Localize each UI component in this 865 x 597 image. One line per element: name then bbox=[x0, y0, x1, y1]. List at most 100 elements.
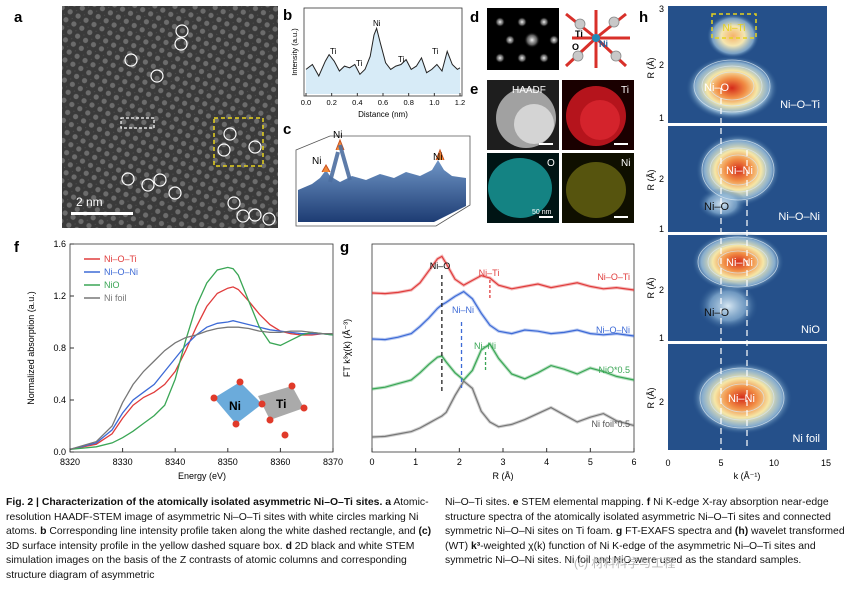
svg-text:R (Å): R (Å) bbox=[646, 170, 656, 191]
svg-text:1: 1 bbox=[659, 224, 664, 234]
svg-text:R (Å): R (Å) bbox=[646, 278, 656, 299]
c-peak-ni-1: Ni bbox=[333, 130, 342, 141]
line-profile-box bbox=[120, 117, 155, 129]
g-peak-ni-ni-1: Ni–Ni bbox=[452, 305, 474, 315]
scale-bar-label: 2 nm bbox=[76, 195, 103, 209]
svg-text:R (Å): R (Å) bbox=[646, 58, 656, 79]
h-xticks: 0 5 10 15 bbox=[665, 458, 831, 468]
panel-f-xlabel: Energy (eV) bbox=[178, 471, 226, 481]
g-peak-ni-ti: Ni–Ti bbox=[479, 268, 500, 278]
inset-structure: Ni Ti bbox=[210, 378, 308, 439]
profile-line bbox=[305, 26, 461, 78]
svg-text:2: 2 bbox=[659, 397, 664, 407]
svg-text:15: 15 bbox=[821, 458, 831, 468]
panel-b-ylabel: Intensity (a.u.) bbox=[290, 28, 299, 76]
b-peak-ti-3: Ti bbox=[398, 55, 405, 64]
haadf-stem-image bbox=[62, 6, 278, 228]
b-tick-label: 0.6 bbox=[378, 98, 388, 107]
panel-b-letter: b bbox=[283, 7, 292, 24]
panel-g-xlabel: R (Å) bbox=[493, 471, 514, 481]
e-label-o: O bbox=[547, 158, 555, 169]
svg-text:2: 2 bbox=[659, 285, 664, 295]
g-xtick-label: 3 bbox=[500, 457, 505, 467]
svg-text:10: 10 bbox=[769, 458, 779, 468]
f-xtick-label: 8350 bbox=[218, 457, 238, 467]
f-xtick-label: 8320 bbox=[60, 457, 80, 467]
d-label-ti: Ti bbox=[575, 29, 583, 39]
structure-atoms bbox=[572, 16, 622, 62]
panel-f-axes bbox=[69, 243, 334, 453]
ni-atom-markers bbox=[121, 24, 276, 226]
panel-d: d Ti O Ni bbox=[470, 8, 634, 70]
panel-g-xticks: 0 1 2 3 4 5 6 bbox=[369, 448, 637, 467]
inset-ti-label: Ti bbox=[276, 397, 286, 411]
watermark: (c) 材料科学与工程 bbox=[574, 556, 676, 570]
h1-label-ni-o: Ni–O bbox=[704, 82, 730, 94]
caption-left: Fig. 2 | Characterization of the atomica… bbox=[6, 497, 432, 581]
panel-a: a 2 nm bbox=[14, 6, 278, 228]
f-ytick-label: 1.2 bbox=[53, 291, 66, 301]
surface-profile-box bbox=[213, 117, 264, 167]
panel-g-ylabel: FT k³χ(k) (Å⁻³) bbox=[342, 319, 352, 377]
svg-text:1: 1 bbox=[659, 113, 664, 123]
h1-sample: Ni–O–Ti bbox=[780, 99, 820, 111]
g-series-ni-foil: Ni foil*0.5 bbox=[591, 419, 630, 429]
panel-h: h Ni–Ti Ni–O Ni–O–Ti Ni–Ni Ni–O Ni–O–Ni … bbox=[639, 4, 831, 481]
b-peak-ni: Ni bbox=[373, 19, 381, 28]
b-tick-label: 0.0 bbox=[301, 98, 311, 107]
d-label-o: O bbox=[572, 42, 579, 52]
simulated-columns bbox=[495, 17, 559, 63]
e-label-ti: Ti bbox=[621, 85, 629, 96]
svg-text:R (Å): R (Å) bbox=[646, 388, 656, 409]
profile-fill bbox=[306, 28, 460, 94]
f-ytick-label: 0.0 bbox=[53, 447, 66, 457]
f-ytick-label: 0.4 bbox=[53, 395, 66, 405]
h2-label-ni-ni: Ni–Ni bbox=[726, 165, 753, 177]
panel-e-letter: e bbox=[470, 81, 478, 98]
f-xtick-label: 8360 bbox=[270, 457, 290, 467]
panel-d-letter: d bbox=[470, 9, 479, 26]
c-peak-ni-3: Ni bbox=[433, 152, 442, 163]
h4-label-ni-ni: Ni–Ni bbox=[728, 393, 755, 405]
panel-h-letter: h bbox=[639, 9, 648, 26]
panel-f-letter: f bbox=[14, 239, 20, 256]
xanes-line bbox=[69, 266, 334, 451]
c-peak-ni-2: Ni bbox=[312, 156, 321, 167]
exafs-line bbox=[371, 343, 635, 390]
caption-right: Ni–O–Ti sites. e STEM elemental mapping.… bbox=[445, 497, 845, 567]
e-scale-bar-label: 50 nm bbox=[532, 209, 552, 216]
panel-h-xlabel: k (Å⁻¹) bbox=[734, 471, 761, 481]
b-peak-ti-4: Ti bbox=[432, 47, 439, 56]
g-xtick-label: 6 bbox=[631, 457, 636, 467]
fig-label: Fig. 2 | bbox=[6, 497, 42, 508]
legend-label: NiO bbox=[104, 280, 120, 290]
figure-panels: a 2 nm b Intensity (a.u.) Distance (nm) … bbox=[14, 4, 831, 481]
svg-text:1: 1 bbox=[659, 333, 664, 343]
b-tick-label: 0.4 bbox=[352, 98, 362, 107]
h2-label-ni-o: Ni–O bbox=[704, 201, 730, 213]
b-peak-ti-1: Ti bbox=[330, 47, 337, 56]
panel-f-ticks: 8320 8330 8340 8350 8360 8370 0.0 0.4 0.8 1.2 1.6 bbox=[53, 239, 343, 467]
g-xtick-label: 2 bbox=[457, 457, 462, 467]
e-scale-bars bbox=[539, 143, 628, 218]
svg-text:5: 5 bbox=[718, 458, 723, 468]
legend-label: Ni–O–Ti bbox=[104, 254, 137, 264]
h3-label-ni-ni: Ni–Ni bbox=[726, 257, 753, 269]
h1-label-ni-ti: Ni–Ti bbox=[723, 23, 746, 34]
panel-c: c Ni Ni Ni bbox=[283, 121, 471, 227]
panel-b-xticks: 0.0 0.2 0.4 0.6 0.8 1.0 1.2 bbox=[301, 93, 465, 107]
b-tick-label: 0.2 bbox=[326, 98, 336, 107]
g-xtick-label: 5 bbox=[588, 457, 593, 467]
f-ytick-label: 1.6 bbox=[53, 239, 66, 249]
b-peak-ti-2: Ti bbox=[356, 59, 363, 68]
panel-b-xlabel: Distance (nm) bbox=[358, 110, 408, 119]
panel-g: g 0 1 2 3 4 5 6 FT k³χ(k) (Å⁻³) R (Å) Ni–O Ni–… bbox=[340, 239, 637, 481]
g-xtick-label: 0 bbox=[369, 457, 374, 467]
e-label-haadf: HAADF bbox=[512, 85, 546, 96]
h-ylabels: R (Å) R (Å) R (Å) R (Å) bbox=[646, 58, 656, 409]
g-series-ni-o-ti: Ni–O–Ti bbox=[597, 272, 630, 282]
d-label-ni: Ni bbox=[599, 39, 608, 49]
b-tick-label: 0.8 bbox=[403, 98, 413, 107]
h-yticks: 3 2 1 2 1 2 1 2 bbox=[659, 4, 664, 407]
h3-sample: NiO bbox=[801, 324, 820, 336]
